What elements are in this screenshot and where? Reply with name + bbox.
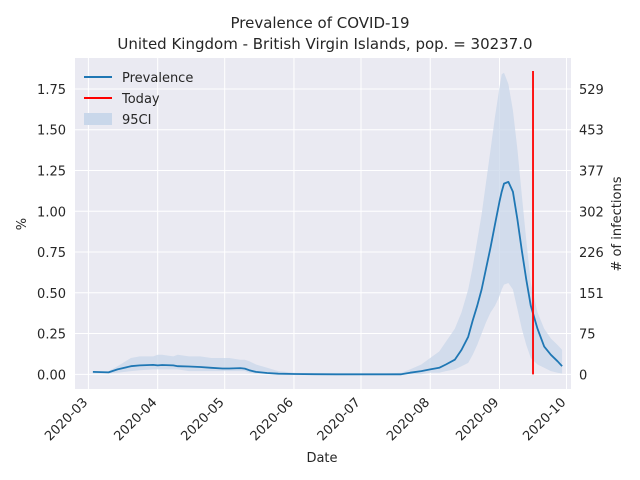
chart-subtitle: United Kingdom - British Virgin Islands,… — [117, 35, 532, 53]
prevalence-line — [92, 180, 563, 376]
x-tick-label: 2020-06 — [248, 395, 297, 444]
y-axis-left-ticks: 0.00 0.25 0.50 0.75 1.00 1.25 1.50 1.75 — [37, 83, 66, 383]
y-right-tick-label: 453 — [579, 124, 604, 139]
y-right-tick-label: 151 — [579, 287, 604, 302]
y-tick-label: 0.25 — [37, 328, 66, 343]
y-tick-label: 0.50 — [37, 287, 66, 302]
legend-label-prevalence: Prevalence — [122, 71, 193, 86]
series-lines — [92, 71, 563, 376]
legend-label-95ci: 95CI — [122, 113, 151, 128]
y-tick-label: 1.75 — [37, 83, 66, 98]
legend-label-today: Today — [121, 92, 160, 107]
y-tick-label: 0.75 — [37, 246, 66, 261]
y-axis-right-label: # of infections — [610, 176, 625, 271]
y-tick-label: 1.25 — [37, 165, 66, 180]
y-tick-label: 0.00 — [37, 368, 66, 383]
y-right-tick-label: 529 — [579, 83, 604, 98]
x-tick-label: 2020-09 — [453, 395, 502, 444]
y-right-tick-label: 377 — [579, 165, 604, 180]
chart-title: Prevalence of COVID-19 — [230, 14, 409, 32]
y-tick-label: 1.50 — [37, 124, 66, 139]
legend-swatch-95ci — [84, 113, 112, 125]
x-tick-label: 2020-10 — [520, 395, 569, 444]
x-tick-label: 2020-07 — [315, 395, 364, 444]
legend: Prevalence Today 95CI — [84, 71, 193, 128]
x-tick-label: 2020-03 — [42, 395, 91, 444]
y-right-tick-label: 0 — [579, 368, 587, 383]
y-axis-right-ticks: 0 75 151 226 302 377 453 529 — [579, 83, 604, 383]
x-axis-ticks: 2020-03 2020-04 2020-05 2020-06 2020-07 2020-… — [42, 395, 569, 444]
x-axis-label: Date — [306, 451, 337, 466]
x-tick-label: 2020-05 — [178, 395, 227, 444]
y-right-tick-label: 226 — [579, 246, 604, 261]
y-right-tick-label: 302 — [579, 205, 604, 220]
x-tick-label: 2020-08 — [384, 395, 433, 444]
x-tick-label: 2020-04 — [111, 395, 160, 444]
y-tick-label: 1.00 — [37, 205, 66, 220]
y-right-tick-label: 75 — [579, 328, 596, 343]
y-axis-label: % — [15, 218, 30, 230]
